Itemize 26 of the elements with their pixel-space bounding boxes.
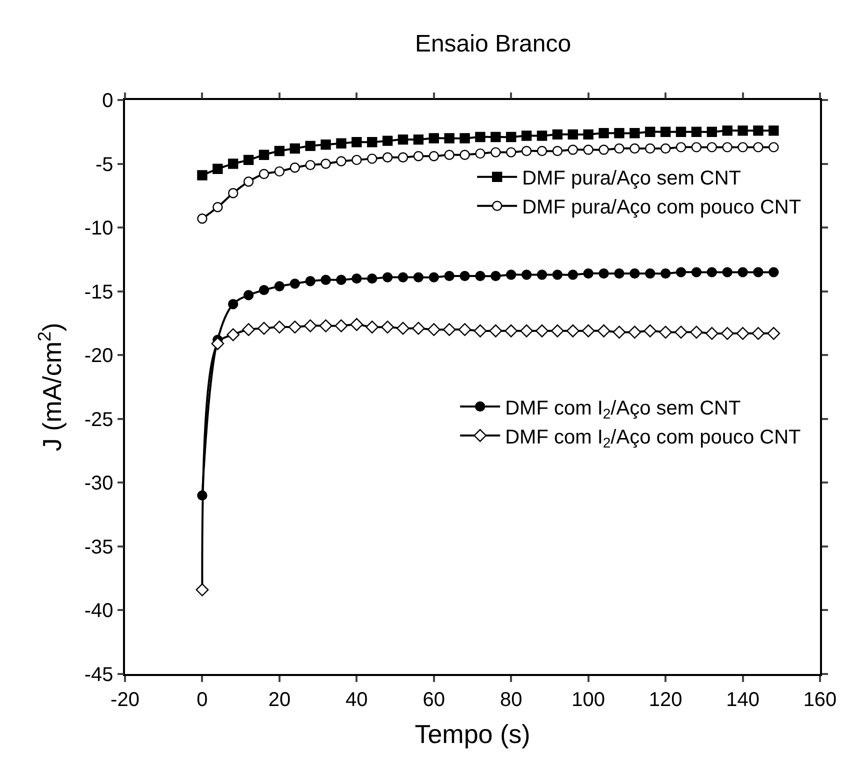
y-tick-label: -35 xyxy=(84,536,114,558)
y-tick-label: -45 xyxy=(84,664,114,686)
x-axis-title: Tempo (s) xyxy=(414,718,530,749)
x-tick-label: 100 xyxy=(572,688,606,711)
legend-label: DMF com I$_{2}$/Aço sem CNT xyxy=(505,397,741,422)
x-tick-label: 40 xyxy=(346,688,368,711)
y-tick-label: -10 xyxy=(84,218,114,240)
chart-title: Ensaio Branco xyxy=(414,30,572,58)
x-tick-label: 120 xyxy=(648,688,682,711)
x-tick-label: 0 xyxy=(196,688,208,711)
y-tick-label: -15 xyxy=(84,281,114,304)
legend-label: DMF pura/Aço sem CNT xyxy=(522,168,742,190)
y-tick-label: -25 xyxy=(84,408,114,431)
y-tick-label: -20 xyxy=(84,345,114,368)
x-tick-label: 140 xyxy=(726,688,760,711)
y-tick-label: -30 xyxy=(84,472,114,495)
y-tick-label: 0 xyxy=(102,90,114,112)
y-tick-label: -40 xyxy=(84,600,114,622)
x-tick-label: 80 xyxy=(500,688,522,711)
x-tick-label: 20 xyxy=(268,688,291,711)
x-tick-label: 60 xyxy=(422,688,446,711)
y-tick-label: -5 xyxy=(95,154,114,176)
x-tick-label: -20 xyxy=(110,688,140,711)
legend-label: DMF pura/Aço com pouco CNT xyxy=(522,196,802,219)
x-tick-label: 160 xyxy=(803,688,837,711)
legend-label: DMF com I$_{2}$/Aço com pouco CNT xyxy=(505,426,801,450)
